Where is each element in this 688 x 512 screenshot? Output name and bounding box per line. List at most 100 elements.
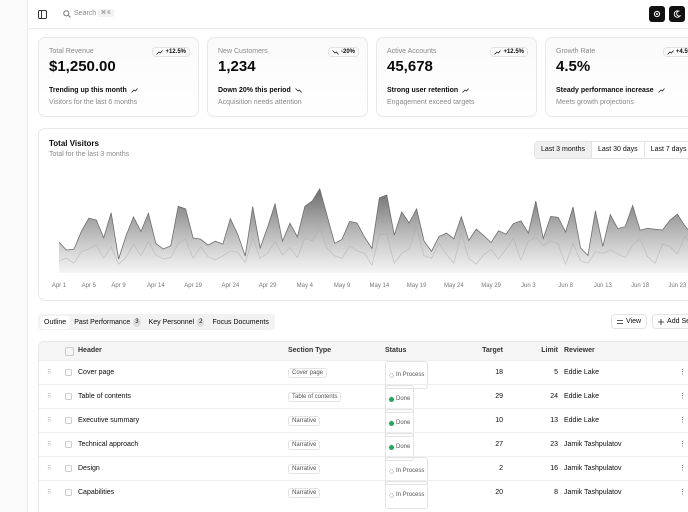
status-icon (389, 444, 394, 450)
theme-button[interactable] (669, 6, 685, 22)
column-header: Header (78, 347, 102, 354)
status-badge: Done (385, 409, 415, 437)
limit: 16 (550, 465, 558, 472)
card-trend: Down 20% this period (218, 87, 302, 94)
drag-handle[interactable]: ⠿ (47, 442, 52, 448)
trend-line (667, 49, 674, 55)
status-icon (389, 420, 394, 426)
stat-card: New Customers 1,234 -20% Down 20% this peri… (207, 37, 368, 117)
drag-handle[interactable]: ⠿ (47, 370, 52, 376)
table-row: ⠿ Table of contents Table of contents Done 2… (39, 384, 688, 413)
x-tick-label: Apr 24 (222, 283, 240, 289)
header-checkbox[interactable] (65, 347, 74, 356)
tab-count: 2 (197, 317, 205, 327)
status-badge: In Process (385, 457, 429, 485)
action-button[interactable]: Add Section (652, 314, 688, 329)
trend-text: Steady performance increase (556, 87, 654, 94)
row-menu[interactable]: ⋮ (679, 393, 686, 400)
section-header: Executive summary (78, 417, 140, 424)
card-value: $1,250.00 (49, 58, 116, 75)
row-menu[interactable]: ⋮ (679, 465, 686, 472)
x-tick-label: Jun 8 (558, 283, 573, 289)
x-tick-label: May 19 (407, 283, 427, 289)
status-icon (389, 468, 394, 474)
chart-subtitle: Total for the last 3 months (49, 151, 130, 158)
row-menu[interactable]: ⋮ (679, 369, 686, 376)
trend-icon (657, 88, 665, 93)
drag-handle[interactable]: ⠿ (47, 466, 52, 472)
row-menu[interactable]: ⋮ (679, 441, 686, 448)
settings-button[interactable] (649, 6, 665, 22)
status: Done (385, 385, 415, 413)
tab[interactable]: Focus Documents (208, 316, 272, 329)
section-header: Capabilities (78, 489, 115, 496)
action-icon (658, 318, 665, 325)
sidebar-toggle[interactable] (38, 10, 47, 19)
icon (389, 444, 394, 450)
chart-title: Total Visitors (49, 139, 99, 148)
section-type: Narrative (288, 481, 321, 505)
section-header: Table of contents (78, 393, 131, 400)
action-button[interactable]: View (611, 314, 648, 329)
drag-handle[interactable]: ⠿ (47, 394, 52, 400)
card-note: Meets growth projections (556, 99, 634, 106)
chart-card: Total Visitors Total for the last 3 mont… (38, 128, 688, 301)
status-text: Done (396, 396, 411, 402)
status: Done (385, 433, 415, 461)
row-checkbox[interactable] (65, 369, 72, 376)
card-title: New Customers (218, 48, 268, 55)
row-checkbox[interactable] (65, 489, 72, 496)
status-text: In Process (396, 372, 425, 378)
row-checkbox[interactable] (65, 393, 72, 400)
tab-label: Focus Documents (212, 318, 269, 326)
x-tick-label: Apr 5 (82, 283, 97, 289)
row-checkbox[interactable] (65, 417, 72, 424)
action-label: View (626, 318, 642, 325)
trend-icon (667, 49, 674, 55)
type-badge: Narrative (288, 440, 321, 450)
x-tick-label: Apr 19 (184, 283, 202, 289)
row-menu[interactable]: ⋮ (679, 489, 686, 496)
area-chart: Apr 1 Apr 5 Apr 9 Apr 14 Apr 19 Apr 24 Apr 29 M… (52, 187, 688, 289)
column-header: Section Type (288, 347, 332, 354)
card-trend: Trending up this month (49, 87, 138, 94)
trend-line (657, 88, 665, 93)
limit: 24 (550, 393, 558, 400)
tab[interactable]: Key Personnel 2 (145, 316, 209, 329)
row-menu[interactable]: ⋮ (679, 417, 686, 424)
row-checkbox[interactable] (65, 441, 72, 448)
stat-card: Growth Rate 4.5% +4.5% Steady performance i… (545, 37, 688, 117)
sidebar (0, 0, 28, 512)
action-icon (617, 319, 623, 324)
search[interactable]: Search (74, 10, 97, 17)
drag-handle[interactable]: ⠿ (47, 418, 52, 424)
status-text: In Process (396, 468, 425, 474)
section-type: Table of contents (288, 385, 342, 409)
badge-text: -20% (340, 49, 355, 55)
trend-line (130, 88, 138, 93)
row-checkbox[interactable] (65, 465, 72, 472)
reviewer: Eddie Lake (564, 393, 600, 400)
tab[interactable]: Outline (40, 315, 71, 329)
range-option[interactable]: Last 7 days (643, 142, 688, 158)
status-badge: In Process (385, 481, 429, 509)
section-type: Narrative (288, 409, 321, 433)
target: 18 (495, 369, 503, 376)
x-tick-label: Apr 1 (52, 283, 67, 289)
status: In Process (385, 361, 429, 389)
tab[interactable]: Past Performance 3 (70, 316, 144, 329)
section-header: Design (78, 465, 100, 472)
table-row: ⠿ Design Narrative In Process 2 16 Jamik Tashp… (39, 456, 688, 485)
range-option[interactable]: Last 30 days (590, 142, 644, 158)
card-trend: Steady performance increase (556, 87, 665, 94)
type-badge: Table of contents (288, 392, 342, 402)
table-row: ⠿ Cover page Cover page In Process 18 5 Eddie … (39, 360, 688, 389)
status-icon (389, 492, 394, 498)
reviewer: Jamik Tashpulatov (564, 489, 622, 496)
status-badge: Done (385, 433, 415, 461)
badge-text: +12.5% (503, 49, 524, 55)
section-type: Cover page (288, 361, 328, 385)
range-option[interactable]: Last 3 months (535, 142, 591, 158)
drag-handle[interactable]: ⠿ (47, 490, 52, 496)
x-tick-label: Apr 9 (111, 283, 126, 289)
